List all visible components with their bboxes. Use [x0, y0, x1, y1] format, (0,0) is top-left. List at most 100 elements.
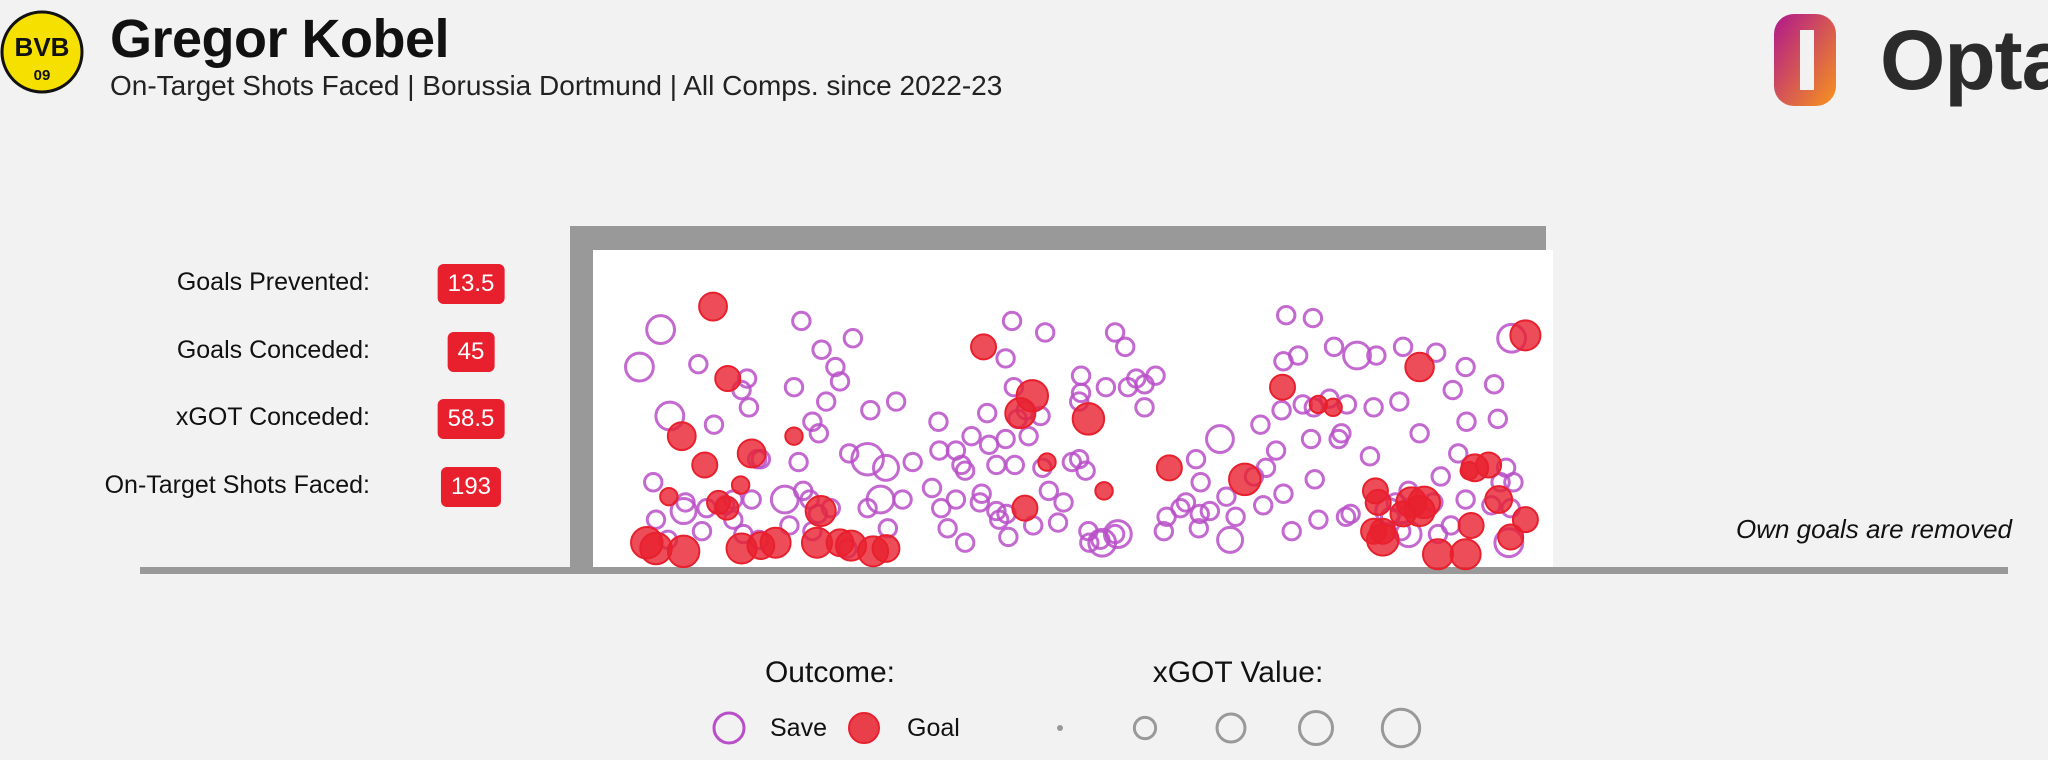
legend-xgot-title: xGOT Value: [1152, 656, 1324, 689]
save-shot-point [1190, 472, 1211, 493]
goal-shot-point [1497, 523, 1525, 551]
save-shot-point [791, 310, 812, 332]
save-shot-point [1188, 518, 1210, 539]
save-shot-point [1363, 397, 1384, 418]
save-shot-point [872, 453, 900, 482]
save-shot-point [1069, 449, 1090, 470]
legend-save-label: Save [770, 714, 827, 742]
save-shot-point [802, 411, 823, 432]
save-shot-point [1004, 454, 1025, 476]
save-shot-point [1001, 310, 1023, 332]
save-shot-point [1430, 466, 1451, 487]
save-shot-point [1153, 521, 1175, 542]
goal-shot-point [1308, 394, 1329, 415]
save-shot-point [945, 489, 967, 510]
save-shot-point [995, 428, 1016, 450]
save-shot-point [1304, 469, 1325, 490]
save-shot-point [902, 451, 923, 473]
save-shot-point [1483, 374, 1505, 395]
save-shot-point [1281, 521, 1302, 542]
save-shot-point [691, 521, 713, 542]
save-shot-point [892, 489, 913, 510]
save-shot-point [688, 353, 709, 375]
save-shot-point [1455, 489, 1476, 510]
goal-shot-point [1404, 351, 1435, 383]
save-shot-point [1448, 443, 1469, 464]
save-shot-point [1342, 340, 1372, 371]
opta-logo-text: Opta [1880, 13, 2048, 107]
save-shot-point [703, 414, 725, 435]
save-shot-point [860, 400, 881, 421]
save-shot-point [1302, 307, 1324, 329]
save-shot-point [1075, 460, 1096, 481]
save-shot-point [937, 518, 958, 539]
stat-row-xgot-conceded: xGOT Conceded: 58.5 [0, 397, 520, 443]
save-shot-point [921, 477, 943, 499]
save-shot-point [769, 484, 800, 515]
save-shot-point [1276, 305, 1297, 326]
save-shot-point [1323, 336, 1345, 358]
save-shot-point [1359, 446, 1381, 467]
opta-mark-icon [1774, 14, 1836, 106]
goal-shot-point [1037, 452, 1057, 472]
goal-shot-point [691, 451, 719, 479]
legend-save-marker [712, 711, 746, 745]
page-title: Gregor Kobel [110, 9, 450, 69]
save-shot-point [1340, 503, 1361, 525]
save-shot-point [1456, 411, 1477, 432]
save-shot-point [971, 483, 992, 504]
goal-shot-point [1457, 511, 1485, 539]
stat-row-goals-prevented: Goals Prevented: 13.5 [0, 262, 520, 308]
page-subtitle: On-Target Shots Faced | Borussia Dortmun… [110, 70, 1003, 101]
stat-row-shots-faced: On-Target Shots Faced: 193 [0, 465, 520, 511]
save-shot-point [961, 425, 982, 447]
goal-shot-point [784, 426, 804, 446]
save-shot-point [1047, 512, 1069, 533]
goal-shot-point [970, 333, 998, 361]
save-shot-point [1503, 472, 1524, 493]
save-shot-point [1392, 336, 1414, 358]
opta-logo [1774, 14, 1836, 106]
save-shot-point [1079, 532, 1100, 553]
ground-line [140, 567, 2008, 574]
save-shot-point [1300, 428, 1322, 450]
bvb-crest-logo: BVB 09 [0, 10, 84, 94]
save-shot-point [988, 509, 1010, 530]
goal-shot-point [1269, 373, 1297, 401]
save-shot-point [1389, 391, 1410, 412]
goal-shot-point [1004, 397, 1037, 430]
save-shot-point [1102, 519, 1133, 549]
save-shot-point [885, 391, 907, 412]
save-shot-point [1216, 486, 1237, 507]
goal-shot-point [759, 526, 792, 559]
save-shot-point [1366, 345, 1387, 366]
save-shot-point [808, 423, 830, 444]
save-shot-point [857, 497, 878, 519]
goal-shot-point [1421, 538, 1455, 571]
save-shot-point [850, 441, 885, 477]
save-shot-point [741, 489, 762, 510]
goal-shot-point [804, 495, 837, 528]
stat-label: On-Target Shots Faced: [104, 471, 370, 499]
legend-xgot-size-marker [1297, 709, 1335, 747]
goal-shot-point [1155, 454, 1183, 482]
save-shot-point [1185, 449, 1207, 470]
save-shot-point [1018, 425, 1039, 447]
header: BVB 09 Gregor Kobel On-Target Shots Face… [0, 0, 2048, 120]
save-shot-point [1134, 374, 1155, 395]
goal-shot-point [1228, 462, 1262, 497]
save-shot-point [951, 454, 972, 476]
goal-shot-point [698, 291, 728, 322]
stat-label: Goals Prevented: [176, 268, 370, 296]
save-shot-point [645, 509, 667, 530]
goal-shot-point [1509, 319, 1542, 352]
save-shot-point [669, 497, 698, 526]
save-shot-point [1070, 365, 1092, 386]
goal-shot-point [659, 486, 679, 507]
save-shot-point [1038, 480, 1060, 502]
save-shot-point [829, 371, 851, 392]
save-shot-point [1225, 506, 1246, 527]
stat-value-badge: 13.5 [437, 264, 505, 304]
stat-value-badge: 58.5 [437, 399, 505, 439]
save-shot-point [998, 526, 1019, 548]
